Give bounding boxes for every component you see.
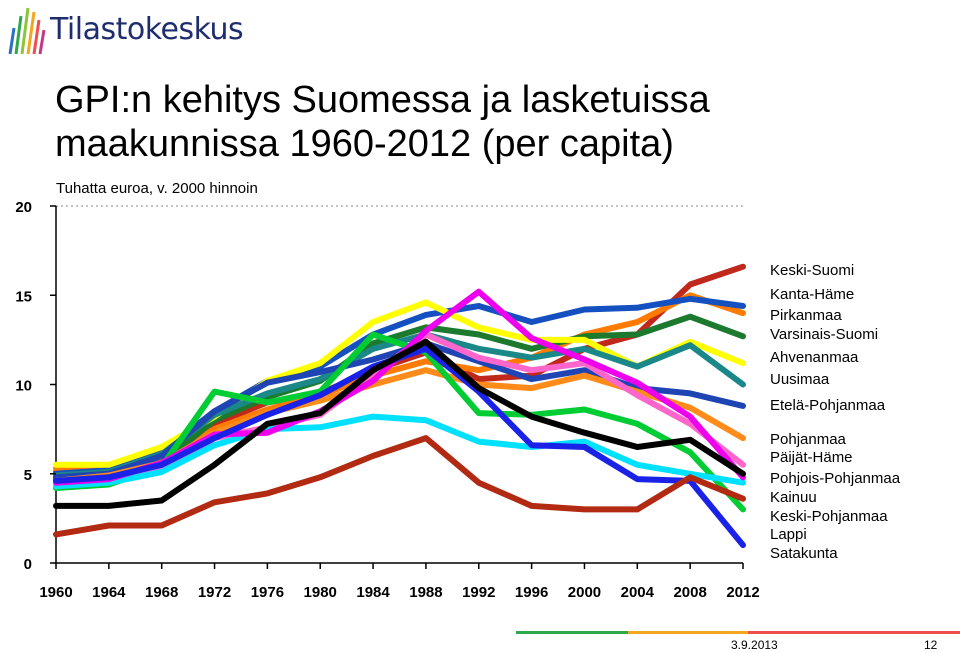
legend-item: Pohjanmaa (770, 431, 846, 448)
legend-item: Kanta-Häme (770, 286, 855, 303)
x-tick-label: 1988 (409, 584, 442, 601)
legend-item: Ahvenanmaa (770, 349, 859, 366)
y-tick-label: 5 (24, 467, 32, 484)
x-tick-label: 2000 (568, 584, 601, 601)
x-tick-label: 2012 (726, 584, 759, 601)
legend-item: Satakunta (770, 545, 838, 562)
legend-item: Keski-Pohjanmaa (770, 508, 888, 525)
series-line-14 (53, 338, 746, 509)
series-line-15 (53, 435, 746, 538)
x-tick-label: 1972 (198, 584, 231, 601)
chart-legend: Keski-Suomi Kanta-Häme Pirkanmaa Varsinais-… (770, 0, 960, 653)
legend-item: Pohjois-Pohjanmaa (770, 470, 901, 487)
footer-date: 3.9.2013 (731, 638, 778, 652)
x-tick-label: 1960 (39, 584, 72, 601)
x-tick-label: 1968 (145, 584, 178, 601)
footer-bar-red (748, 631, 960, 634)
x-tick-label: 1976 (251, 584, 284, 601)
x-tick-label: 2004 (621, 584, 655, 601)
footer-bar-orange (628, 631, 748, 634)
x-tick-label: 1996 (515, 584, 548, 601)
page-number: 12 (924, 638, 938, 652)
title-line-1: GPI:n kehitys Suomessa ja lasketuissa (55, 79, 710, 121)
legend-item: Keski-Suomi (770, 262, 855, 279)
y-tick-label: 15 (15, 288, 32, 305)
legend-item: Pirkanmaa (770, 307, 842, 324)
page-title: GPI:n kehitys Suomessa ja lasketuissa ma… (55, 78, 935, 166)
y-tick-label: 20 (15, 199, 32, 216)
y-tick-label: 10 (15, 378, 32, 395)
x-tick-label: 1980 (304, 584, 337, 601)
legend-item: Päijät-Häme (770, 449, 853, 466)
legend-item: Etelä-Pohjanmaa (770, 397, 886, 414)
series-line-11 (53, 413, 746, 490)
x-tick-label: 1964 (92, 584, 126, 601)
series-line-9 (53, 331, 746, 513)
chart-subtitle: Tuhatta euroa, v. 2000 hinnoin (56, 180, 258, 197)
x-tick-label: 2008 (673, 584, 706, 601)
y-tick-label: 0 (24, 556, 32, 573)
x-tick-label: 1992 (462, 584, 495, 601)
legend-item: Kainuu (770, 489, 817, 506)
x-tick-label: 1984 (356, 584, 390, 601)
logo-text: Tilastokeskus (50, 12, 244, 47)
tilastokeskus-logo: Tilastokeskus (4, 2, 254, 58)
legend-item: Lappi (770, 526, 807, 543)
title-line-2: maakunnissa 1960-2012 (per capita) (55, 123, 674, 165)
legend-item: Uusimaa (770, 371, 830, 388)
legend-item: Varsinais-Suomi (770, 326, 879, 343)
footer-bar-green (516, 631, 628, 634)
logo-bars-icon (8, 7, 46, 55)
